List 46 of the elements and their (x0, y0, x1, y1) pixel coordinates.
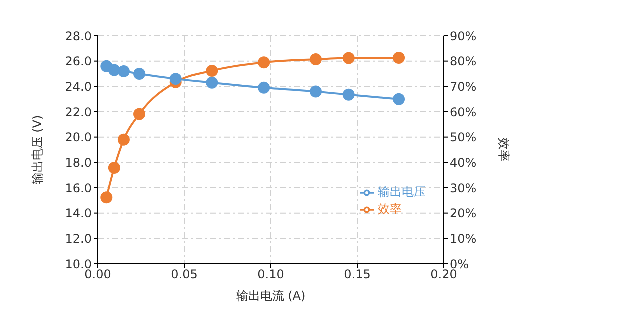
point (118, 65, 130, 78)
point (100, 192, 113, 204)
point (108, 162, 120, 174)
point (170, 73, 182, 86)
x-tick-label: 0.20 (430, 268, 458, 282)
point (118, 134, 130, 146)
point (393, 93, 406, 106)
point (342, 88, 355, 101)
y-tick-label: 20.0 (65, 130, 92, 145)
y-axis-title: 输出电压 (V) (30, 115, 44, 185)
point (342, 52, 355, 64)
y2-tick-label: 70% (450, 80, 477, 94)
point (310, 54, 322, 66)
x-tick-label: 0.15 (344, 268, 371, 282)
y-tick-label: 22.0 (65, 105, 92, 120)
y-tick-label: 12.0 (65, 232, 92, 246)
y2-tick-label: 60% (450, 105, 477, 120)
x-tick-label: 0.10 (258, 268, 284, 282)
y2-tick-label: 10% (450, 232, 477, 246)
y2-axis-title: 效率 (496, 138, 511, 162)
point (258, 56, 270, 69)
x-tick-label: 0.00 (84, 268, 112, 282)
y-tick-label: 16.0 (65, 181, 92, 196)
x-tick-label: 0.05 (171, 268, 198, 282)
y2-tick-label: 80% (450, 54, 477, 69)
point (134, 108, 146, 120)
y-tick-label: 28.0 (65, 29, 92, 44)
legend-label: 输出电压 (378, 185, 426, 199)
point (206, 76, 218, 89)
y2-tick-label: 20% (450, 206, 477, 221)
point (134, 68, 146, 80)
point (393, 52, 406, 64)
y2-tick-label: 30% (450, 181, 477, 196)
point (258, 82, 270, 94)
y-tick-label: 24.0 (65, 80, 92, 94)
y-tick-label: 26.0 (65, 54, 92, 69)
point (310, 86, 322, 98)
legend-label: 效率 (378, 202, 402, 216)
y-tick-label: 18.0 (65, 156, 92, 170)
y2-tick-label: 40% (450, 156, 477, 170)
y2-tick-label: 50% (450, 130, 477, 145)
point (108, 64, 120, 76)
point (206, 64, 218, 77)
y2-tick-label: 90% (450, 29, 477, 44)
x-axis-title: 输出电流 (A) (236, 289, 306, 303)
y-tick-label: 14.0 (65, 206, 92, 221)
